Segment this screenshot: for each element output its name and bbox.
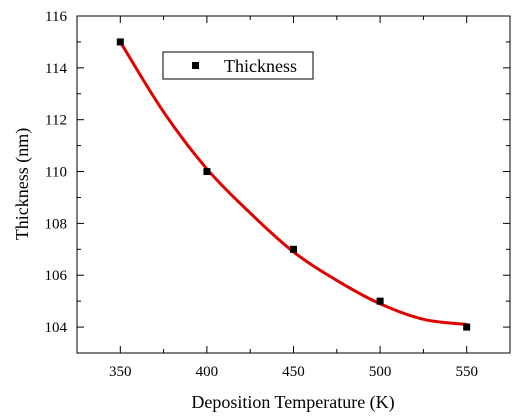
x-tick-label: 400 [196,364,219,380]
y-tick-label: 104 [45,320,68,336]
data-point [203,168,211,176]
y-tick-label: 114 [45,61,67,77]
data-point [116,38,124,46]
data-point [376,297,384,305]
x-axis-label: Deposition Temperature (K) [191,392,394,413]
y-tick-label: 106 [45,268,68,284]
x-tick-label: 550 [455,364,478,380]
legend-label-thickness: Thickness [224,56,297,76]
y-axis-label: Thickness (nm) [12,128,33,240]
y-tick-label: 116 [45,9,67,25]
y-tick-label: 110 [45,165,67,181]
y-tick-label: 108 [45,216,68,232]
fit-curve-line [118,40,469,326]
data-point [463,323,471,331]
legend-box [162,51,314,80]
legend: Thickness [162,51,314,80]
axis-ticks: 350 400 450 500 550 104 106 108 110 112 114 116 [45,9,511,380]
data-point [290,245,297,253]
y-tick-label: 112 [45,113,67,129]
data-points-layer [116,38,471,331]
x-tick-label: 450 [282,364,305,380]
x-tick-label: 350 [109,364,132,380]
legend-marker-icon [192,62,199,69]
fit-curve-layer [118,40,469,326]
x-tick-label: 500 [369,364,392,380]
